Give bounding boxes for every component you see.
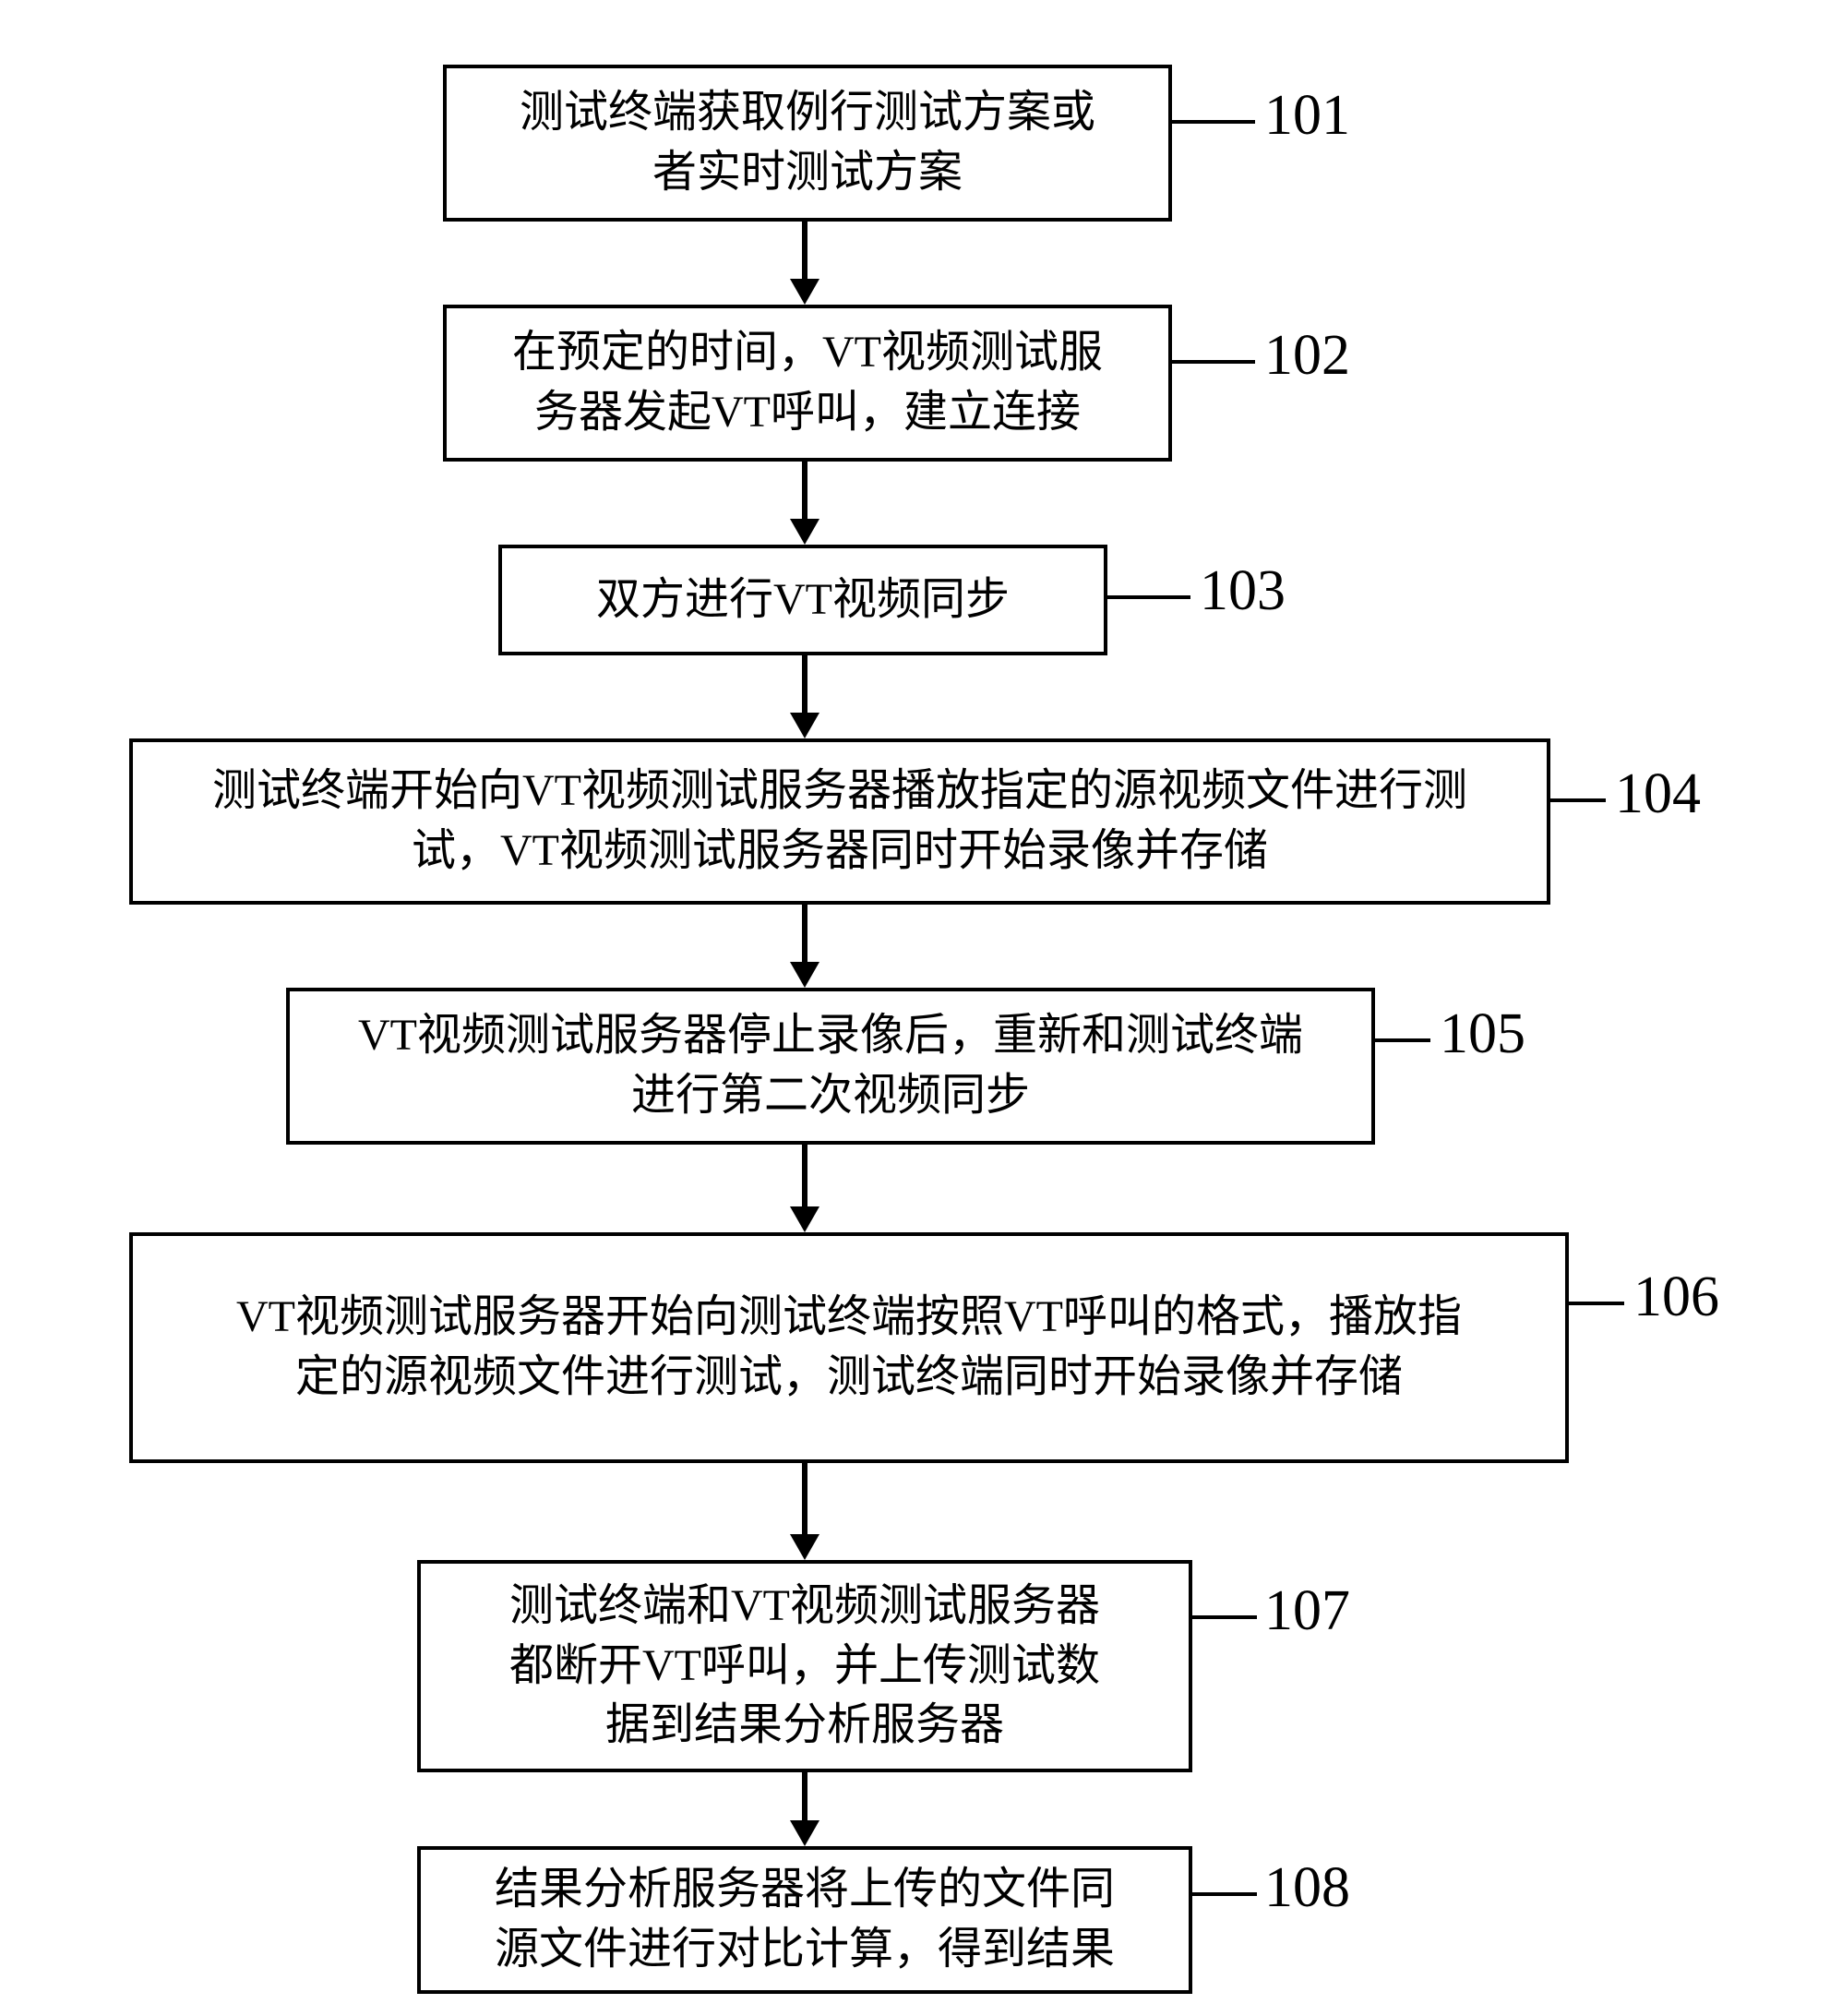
flow-node-104-text: 测试终端开始向VT视频测试服务器播放指定的源视频文件进行测 试，VT视频测试服务… (212, 762, 1467, 882)
arrow-head-103-104 (790, 713, 819, 738)
arrow-103-104 (802, 655, 807, 713)
flow-label-107: 107 (1264, 1578, 1350, 1644)
label-connector-105 (1375, 1038, 1430, 1042)
flow-node-102-text: 在预定的时间，VT视频测试服 务器发起VT呼叫，建立连接 (512, 323, 1103, 443)
label-connector-104 (1550, 798, 1606, 802)
flow-node-101-text: 测试终端获取例行测试方案或 者实时测试方案 (520, 83, 1095, 203)
arrow-102-103 (802, 462, 807, 519)
label-connector-103 (1107, 595, 1190, 599)
arrow-head-102-103 (790, 519, 819, 545)
flow-node-106-text: VT视频测试服务器开始向测试终端按照VT呼叫的格式，播放指 定的源视频文件进行测… (236, 1288, 1462, 1408)
arrow-107-108 (802, 1772, 807, 1820)
flow-node-108: 结果分析服务器将上传的文件同 源文件进行对比计算，得到结果 (417, 1846, 1192, 1994)
flow-node-107-text: 测试终端和VT视频测试服务器 都断开VT呼叫，并上传测试数 据到结果分析服务器 (509, 1577, 1100, 1756)
flow-label-108: 108 (1264, 1855, 1350, 1921)
arrow-105-106 (802, 1145, 807, 1206)
flow-node-102: 在预定的时间，VT视频测试服 务器发起VT呼叫，建立连接 (443, 305, 1172, 462)
arrow-head-104-105 (790, 962, 819, 988)
label-connector-108 (1192, 1892, 1257, 1896)
flow-node-106: VT视频测试服务器开始向测试终端按照VT呼叫的格式，播放指 定的源视频文件进行测… (129, 1232, 1569, 1463)
flowchart-canvas: 测试终端获取例行测试方案或 者实时测试方案 101 在预定的时间，VT视频测试服… (0, 0, 1842, 2016)
flow-node-103: 双方进行VT视频同步 (498, 545, 1107, 655)
label-connector-101 (1172, 120, 1255, 124)
flow-node-105-text: VT视频测试服务器停止录像后，重新和测试终端 进行第二次视频同步 (358, 1006, 1303, 1126)
flow-label-104: 104 (1615, 762, 1701, 827)
arrow-104-105 (802, 905, 807, 962)
flow-label-106: 106 (1633, 1265, 1719, 1330)
label-connector-106 (1569, 1302, 1624, 1305)
flow-node-101: 测试终端获取例行测试方案或 者实时测试方案 (443, 65, 1172, 222)
arrow-head-106-107 (790, 1534, 819, 1560)
flow-node-108-text: 结果分析服务器将上传的文件同 源文件进行对比计算，得到结果 (495, 1860, 1115, 1980)
arrow-head-101-102 (790, 279, 819, 305)
arrow-head-107-108 (790, 1820, 819, 1846)
arrow-head-105-106 (790, 1206, 819, 1232)
flow-node-103-text: 双方进行VT视频同步 (596, 570, 1010, 630)
flow-label-103: 103 (1200, 558, 1286, 624)
flow-node-107: 测试终端和VT视频测试服务器 都断开VT呼叫，并上传测试数 据到结果分析服务器 (417, 1560, 1192, 1772)
label-connector-102 (1172, 360, 1255, 364)
flow-label-102: 102 (1264, 323, 1350, 389)
arrow-106-107 (802, 1463, 807, 1534)
flow-node-105: VT视频测试服务器停止录像后，重新和测试终端 进行第二次视频同步 (286, 988, 1375, 1145)
arrow-101-102 (802, 222, 807, 279)
flow-label-101: 101 (1264, 83, 1350, 149)
flow-node-104: 测试终端开始向VT视频测试服务器播放指定的源视频文件进行测 试，VT视频测试服务… (129, 738, 1550, 905)
flow-label-105: 105 (1440, 1002, 1525, 1067)
label-connector-107 (1192, 1615, 1257, 1619)
